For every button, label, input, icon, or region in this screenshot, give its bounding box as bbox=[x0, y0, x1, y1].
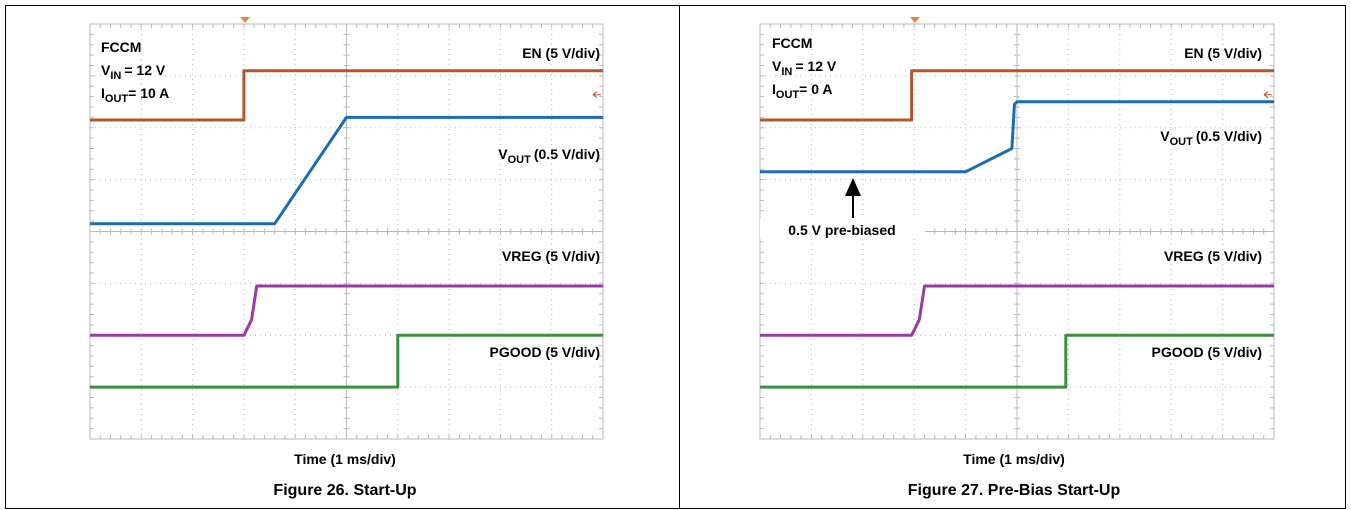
iout-label: IOUT= 0 A bbox=[772, 81, 832, 101]
vout-channel-label: VOUT (0.5 V/div) bbox=[498, 146, 600, 166]
figure-27-svg: FCCM VIN = 12 V IOUT= 0 A EN (5 V/div) VO… bbox=[759, 17, 1275, 499]
trigger-marker-icon bbox=[910, 17, 920, 23]
en-trace bbox=[90, 69, 603, 122]
vreg-trace bbox=[760, 284, 1274, 337]
trigger-marker-icon bbox=[240, 17, 250, 23]
vreg-trace bbox=[90, 284, 603, 337]
figure-caption: Figure 26. Start-Up bbox=[273, 482, 416, 499]
prebias-arrow-icon bbox=[845, 178, 861, 218]
vreg-channel-label: VREG (5 V/div) bbox=[1164, 248, 1262, 264]
figure-27-panel: FCCM VIN = 12 V IOUT= 0 A EN (5 V/div) VO… bbox=[679, 5, 1346, 509]
pgood-trace bbox=[90, 333, 603, 389]
vout-trace bbox=[90, 115, 603, 226]
en-channel-label: EN (5 V/div) bbox=[1184, 45, 1262, 61]
reference-arrow-icon bbox=[1263, 91, 1272, 99]
en-trace bbox=[760, 69, 1274, 122]
figure-caption: Figure 27. Pre-Bias Start-Up bbox=[908, 482, 1121, 499]
mode-label: FCCM bbox=[101, 39, 141, 55]
x-axis-label: Time (1 ms/div) bbox=[963, 451, 1065, 467]
x-axis-label: Time (1 ms/div) bbox=[294, 451, 396, 467]
traces-26 bbox=[90, 69, 603, 389]
pgood-channel-label: PGOOD (5 V/div) bbox=[1152, 344, 1262, 360]
figure-26-svg: FCCM VIN = 12 V IOUT= 10 A EN (5 V/div) V… bbox=[89, 17, 604, 499]
traces-27 bbox=[760, 69, 1274, 389]
en-channel-label: EN (5 V/div) bbox=[522, 45, 600, 61]
prebias-annotation: 0.5 V pre-biased bbox=[788, 222, 895, 238]
vin-label: VIN = 12 V bbox=[101, 62, 166, 82]
vreg-channel-label: VREG (5 V/div) bbox=[502, 248, 600, 264]
figure-26-panel: FCCM VIN = 12 V IOUT= 10 A EN (5 V/div) V… bbox=[5, 5, 680, 509]
iout-label: IOUT= 10 A bbox=[101, 85, 169, 105]
pgood-channel-label: PGOOD (5 V/div) bbox=[490, 344, 600, 360]
reference-arrow-icon bbox=[592, 91, 601, 99]
mode-label: FCCM bbox=[772, 35, 812, 51]
vout-channel-label: VOUT (0.5 V/div) bbox=[1160, 128, 1262, 148]
annotation-background bbox=[760, 219, 925, 239]
pgood-trace bbox=[760, 333, 1274, 389]
vin-label: VIN = 12 V bbox=[772, 58, 837, 78]
vout-trace bbox=[760, 100, 1274, 174]
graticule-border bbox=[89, 23, 604, 440]
